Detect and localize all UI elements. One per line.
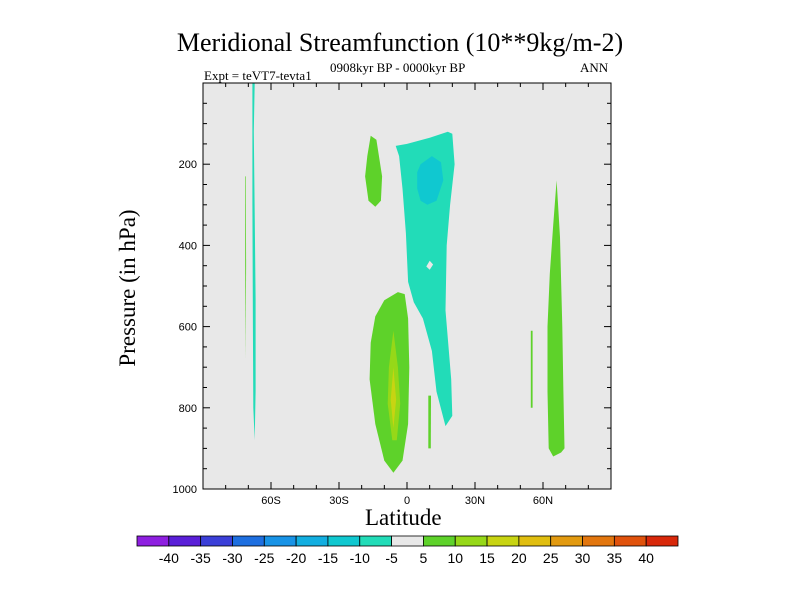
contour-neg-5-tropics — [395, 131, 455, 427]
contour-pos-15-lower-sh-trop — [390, 367, 397, 429]
colorbar-box — [582, 535, 615, 547]
colorbar-label: 30 — [575, 550, 591, 566]
colorbar-label: -40 — [159, 550, 179, 566]
x-tick-label: 30N — [465, 495, 485, 507]
contour-pos-5-sh-thin — [245, 176, 247, 360]
x-axis-label: Latitude — [365, 505, 442, 530]
x-tick-label: 30S — [329, 495, 349, 507]
contour-pos-5-thin-55n — [530, 330, 533, 408]
colorbar-box — [613, 535, 647, 547]
colorbar-label: 5 — [420, 550, 428, 566]
colorbar-box — [391, 535, 424, 547]
contour-neg-10-upper-trop — [417, 156, 444, 205]
colorbar-box — [232, 535, 265, 547]
contour-pos-5-thin-10n — [428, 395, 431, 449]
colorbar-box — [518, 535, 552, 547]
x-tick-label: 60N — [533, 495, 553, 507]
colorbar-box — [200, 535, 233, 547]
colorbar-box — [486, 535, 520, 547]
colorbar-box — [550, 535, 583, 547]
period-label: 0908kyr BP - 0000kyr BP — [330, 60, 466, 75]
contour-zero-hole — [426, 260, 434, 270]
y-tick-label: 600 — [179, 322, 197, 334]
colorbar-label: 15 — [479, 550, 495, 566]
colorbar-label: -35 — [191, 550, 211, 566]
colorbar-label: -15 — [318, 550, 338, 566]
colorbar-label: 40 — [638, 550, 654, 566]
colorbar-box — [263, 535, 297, 547]
colorbar-box — [645, 535, 679, 547]
colorbar-label: 20 — [511, 550, 527, 566]
y-tick-label: 1000 — [173, 484, 197, 496]
colorbar-box — [168, 535, 202, 547]
colorbar-label: -30 — [222, 550, 242, 566]
contour-neg-5-sh-highlat — [252, 83, 256, 441]
experiment-label: Expt = teVT7-tevta1 — [204, 68, 312, 83]
colorbar-box — [423, 535, 456, 547]
contour-pos-5-upper-sh-trop — [365, 135, 383, 207]
colorbar-box — [454, 535, 488, 547]
colorbar-box — [327, 535, 361, 547]
colorbar-label: 10 — [447, 550, 463, 566]
y-tick-label: 800 — [179, 403, 197, 415]
colorbar-box — [295, 535, 329, 547]
colorbar-box — [136, 535, 170, 547]
y-tick-label: 400 — [179, 240, 197, 252]
colorbar-label: -20 — [286, 550, 306, 566]
contour-pos-5-nh-highlat — [547, 180, 565, 457]
colorbar-label: -10 — [350, 550, 370, 566]
colorbar-label: -25 — [254, 550, 274, 566]
colorbar-label: -5 — [385, 550, 398, 566]
x-tick-label: 60S — [261, 495, 281, 507]
season-label: ANN — [580, 60, 609, 75]
chart-title: Meridional Streamfunction (10**9kg/m-2) — [176, 28, 624, 57]
colorbar-box — [359, 535, 392, 547]
y-tick-label: 200 — [179, 159, 197, 171]
colorbar-label: 35 — [607, 550, 623, 566]
colorbar-label: 25 — [543, 550, 559, 566]
x-tick-label: 0 — [404, 495, 410, 507]
